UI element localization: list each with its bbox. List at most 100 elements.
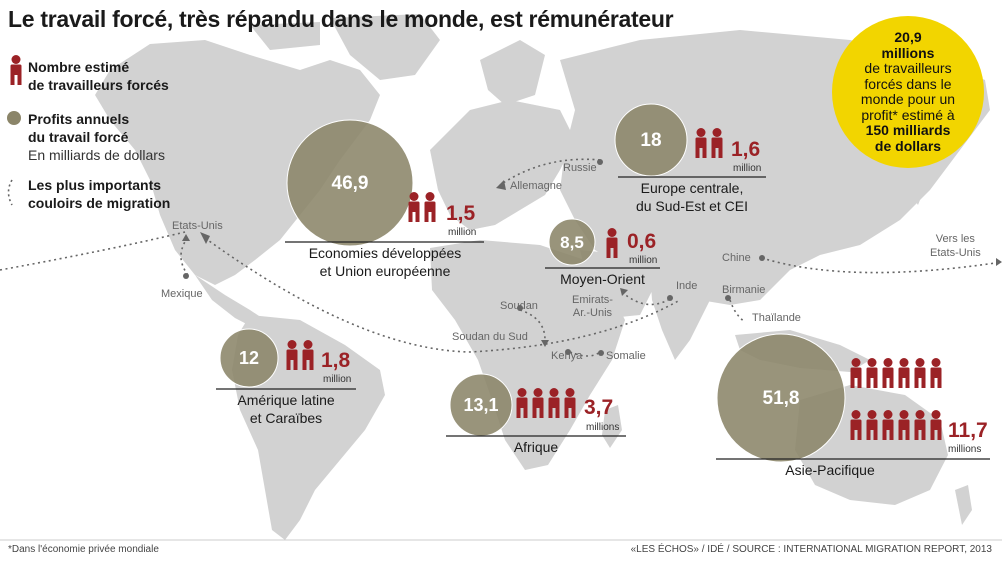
region-europe-line1: Europe centrale,: [640, 180, 744, 196]
workers-unit-afrique: millions: [586, 422, 620, 433]
legend-profits-unit: En milliards de dollars: [28, 147, 165, 163]
place-inde: Inde: [676, 280, 698, 292]
land-scandinavia: [480, 40, 545, 105]
workers-value-afrique: 3,7: [584, 396, 614, 419]
profit-bubbles: [7, 16, 984, 463]
place-russie: Russie: [563, 162, 597, 174]
place-birmanie: Birmanie: [722, 284, 766, 296]
workers-unit-europe: million: [733, 163, 762, 174]
place-soudan: Soudan: [500, 300, 538, 312]
region-label-asie: Asie-Pacifique: [785, 462, 875, 478]
workers-value-asie: 11,7: [948, 419, 988, 442]
summary-line8: de dollars: [874, 137, 942, 154]
land-canada-islands: [250, 22, 320, 50]
workers-unit-economies: million: [448, 227, 477, 238]
footnote: *Dans l'économie privée mondiale: [8, 544, 159, 555]
corridor-mexique-etats-unis: [180, 239, 189, 276]
corridor-soudan: [519, 309, 546, 341]
region-label-moyen-orient: Moyen-Orient: [560, 271, 645, 287]
region-economies-line1: Economies développées: [308, 245, 462, 261]
summary-line2: millions: [881, 44, 935, 61]
place-vers-line1: Vers les: [935, 233, 975, 245]
workers-value-amerique: 1,8: [321, 349, 351, 372]
workers-unit-asie: millions: [948, 444, 982, 455]
land-madagascar: [602, 405, 622, 448]
place-emirats-line2: Ar.-Unis: [572, 307, 613, 319]
profit-value-amerique: 12: [238, 347, 260, 368]
summary-line1: 20,9: [894, 29, 922, 45]
corridor-russie-allemagne: [499, 158, 601, 186]
land-new-zealand: [955, 485, 972, 525]
land-africa: [430, 240, 625, 470]
legend-workers: Nombre estimé de travailleurs forcés: [28, 58, 169, 94]
page-title: Le travail forcé, très répandu dans le m…: [8, 6, 674, 32]
land-europe: [430, 100, 575, 230]
summary-line5: monde pour un: [860, 91, 956, 107]
region-economies-line2: et Union européenne: [319, 263, 451, 279]
legend-corridors-line1: Les plus importants: [28, 177, 162, 193]
bubble-amerique-latine: [219, 328, 279, 388]
summary-line3: de travailleurs: [864, 60, 952, 76]
legend-profits: Profits annuels du travail forcé En mill…: [28, 110, 165, 164]
legend-workers-line1: Nombre estimé: [28, 59, 130, 75]
region-label-europe: Europe centrale, du Sud-Est et CEI: [618, 179, 766, 215]
place-soudan-du-sud: Soudan du Sud: [452, 331, 528, 343]
place-emirats: Emirats- Ar.-Unis: [572, 294, 613, 320]
land-greenland: [330, 14, 440, 80]
legend-profit-icon: [7, 111, 21, 125]
place-thailande: Thaïlande: [752, 312, 801, 324]
summary-line7: 150 milliards: [865, 122, 951, 138]
profit-value-moyen-orient: 8,5: [560, 232, 584, 252]
region-label-economies: Economies développées et Union européenn…: [285, 244, 485, 280]
place-kenya: Kenya: [551, 350, 583, 362]
workers-unit-amerique: million: [323, 374, 352, 385]
region-label-amerique: Amérique latine et Caraïbes: [216, 391, 356, 427]
corridor-inde-etats-unis: [204, 237, 681, 353]
legend-corridors-line2: couloirs de migration: [28, 195, 171, 211]
corridor-chine-etats-unis: [761, 257, 1002, 274]
place-vers-etats-unis: Vers les Etats-Unis: [930, 232, 981, 260]
profit-value-asie: 51,8: [762, 387, 800, 409]
source-credit: «LES ÉCHOS» / IDÉ / SOURCE : INTERNATION…: [630, 544, 992, 555]
workers-unit-moyen-orient: million: [629, 255, 658, 266]
legend-profits-line1: Profits annuels: [28, 111, 130, 127]
corridor-arrowheads: [182, 180, 1002, 347]
summary-line4: forcés dans le: [864, 75, 952, 92]
profit-value-europe: 18: [640, 129, 662, 151]
legend-corridor-icon: [7, 179, 13, 206]
legend-profits-line2: du travail forcé: [28, 129, 129, 145]
place-dots: [183, 159, 765, 356]
legend-worker-icon: [10, 55, 22, 85]
legend-workers-line2: de travailleurs forcés: [28, 77, 169, 93]
summary-bubble: 20,9 millions de travailleurs forcés dan…: [834, 18, 982, 166]
bubble-economies-developpees: [286, 119, 414, 247]
place-somalie: Somalie: [606, 350, 646, 362]
place-allemagne: Allemagne: [510, 180, 562, 192]
workers-value-europe: 1,6: [731, 138, 761, 161]
region-amerique-line1: Amérique latine: [237, 392, 335, 408]
profit-value-economies: 46,9: [331, 172, 369, 194]
land-india: [650, 270, 710, 360]
region-amerique-line2: et Caraïbes: [249, 410, 323, 426]
place-vers-line2: Etats-Unis: [930, 247, 981, 259]
workers-value-economies: 1,5: [446, 202, 476, 225]
bubble-moyen-orient: [548, 218, 596, 266]
legend-corridors: Les plus importants couloirs de migratio…: [28, 176, 170, 212]
summary-bubble-shape: [832, 16, 984, 168]
corridor-inde-emirats: [621, 291, 669, 306]
workers-value-moyen-orient: 0,6: [627, 230, 657, 253]
region-underlines: [216, 176, 990, 460]
bubble-asie-pacifique: [716, 333, 846, 463]
profit-value-afrique: 13,1: [463, 394, 499, 415]
bubble-europe-centrale: [614, 103, 688, 177]
place-emirats-line1: Emirats-: [572, 294, 613, 306]
region-europe-line2: du Sud-Est et CEI: [635, 198, 749, 214]
corridor-atlantic: [0, 231, 186, 271]
land-north-america: [95, 40, 380, 285]
region-label-afrique: Afrique: [513, 439, 559, 455]
place-mexique: Mexique: [161, 288, 203, 300]
place-chine: Chine: [722, 252, 751, 264]
place-etats-unis: Etats-Unis: [172, 220, 223, 232]
